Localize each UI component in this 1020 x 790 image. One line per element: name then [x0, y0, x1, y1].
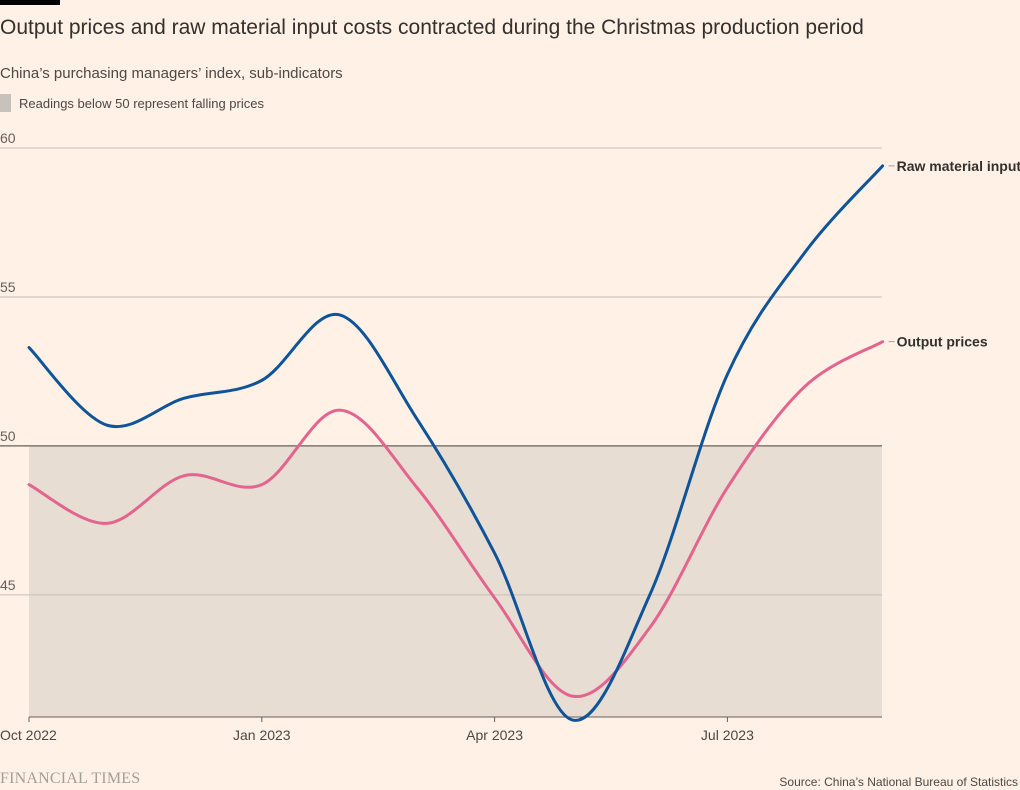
series-line-output-prices [27, 340, 885, 698]
y-tick-label: 50 [0, 428, 16, 444]
series-label-raw-material-inputs: Raw material inputs [897, 158, 1020, 174]
y-tick-label: 60 [0, 130, 16, 146]
series-line-raw-material-inputs [27, 164, 885, 722]
x-tick-label: Oct 2022 [0, 727, 57, 743]
x-tick-label: Apr 2023 [466, 727, 523, 743]
below-50-shading [29, 445, 882, 717]
y-tick-label: 45 [0, 577, 16, 593]
x-tick-label: Jan 2023 [233, 727, 291, 743]
chart-subtitle: China’s purchasing managers’ index, sub-… [0, 65, 343, 82]
source-note: Source: China’s National Bureau of Stati… [779, 775, 1018, 789]
shading-legend: Readings below 50 represent falling pric… [0, 93, 264, 113]
ft-top-bar [0, 0, 60, 5]
y-tick-label: 55 [0, 279, 16, 295]
series-label-output-prices: Output prices [897, 334, 988, 350]
x-tick-label: Jul 2023 [701, 727, 754, 743]
ft-logo: FINANCIAL TIMES [0, 770, 141, 787]
shading-legend-label: Readings below 50 represent falling pric… [19, 95, 264, 111]
chart-title: Output prices and raw material input cos… [0, 16, 864, 39]
shading-legend-swatch [0, 94, 11, 112]
